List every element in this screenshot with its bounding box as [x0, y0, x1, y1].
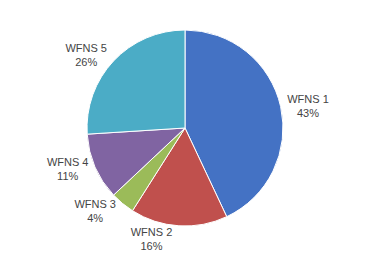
svg-text:WFNS 526%: WFNS 526%	[65, 42, 107, 68]
svg-text:WFNS 216%: WFNS 216%	[131, 226, 173, 252]
svg-text:WFNS 143%: WFNS 143%	[287, 93, 329, 119]
svg-text:WFNS 411%: WFNS 411%	[47, 156, 89, 182]
svg-text:WFNS 34%: WFNS 34%	[74, 198, 116, 224]
